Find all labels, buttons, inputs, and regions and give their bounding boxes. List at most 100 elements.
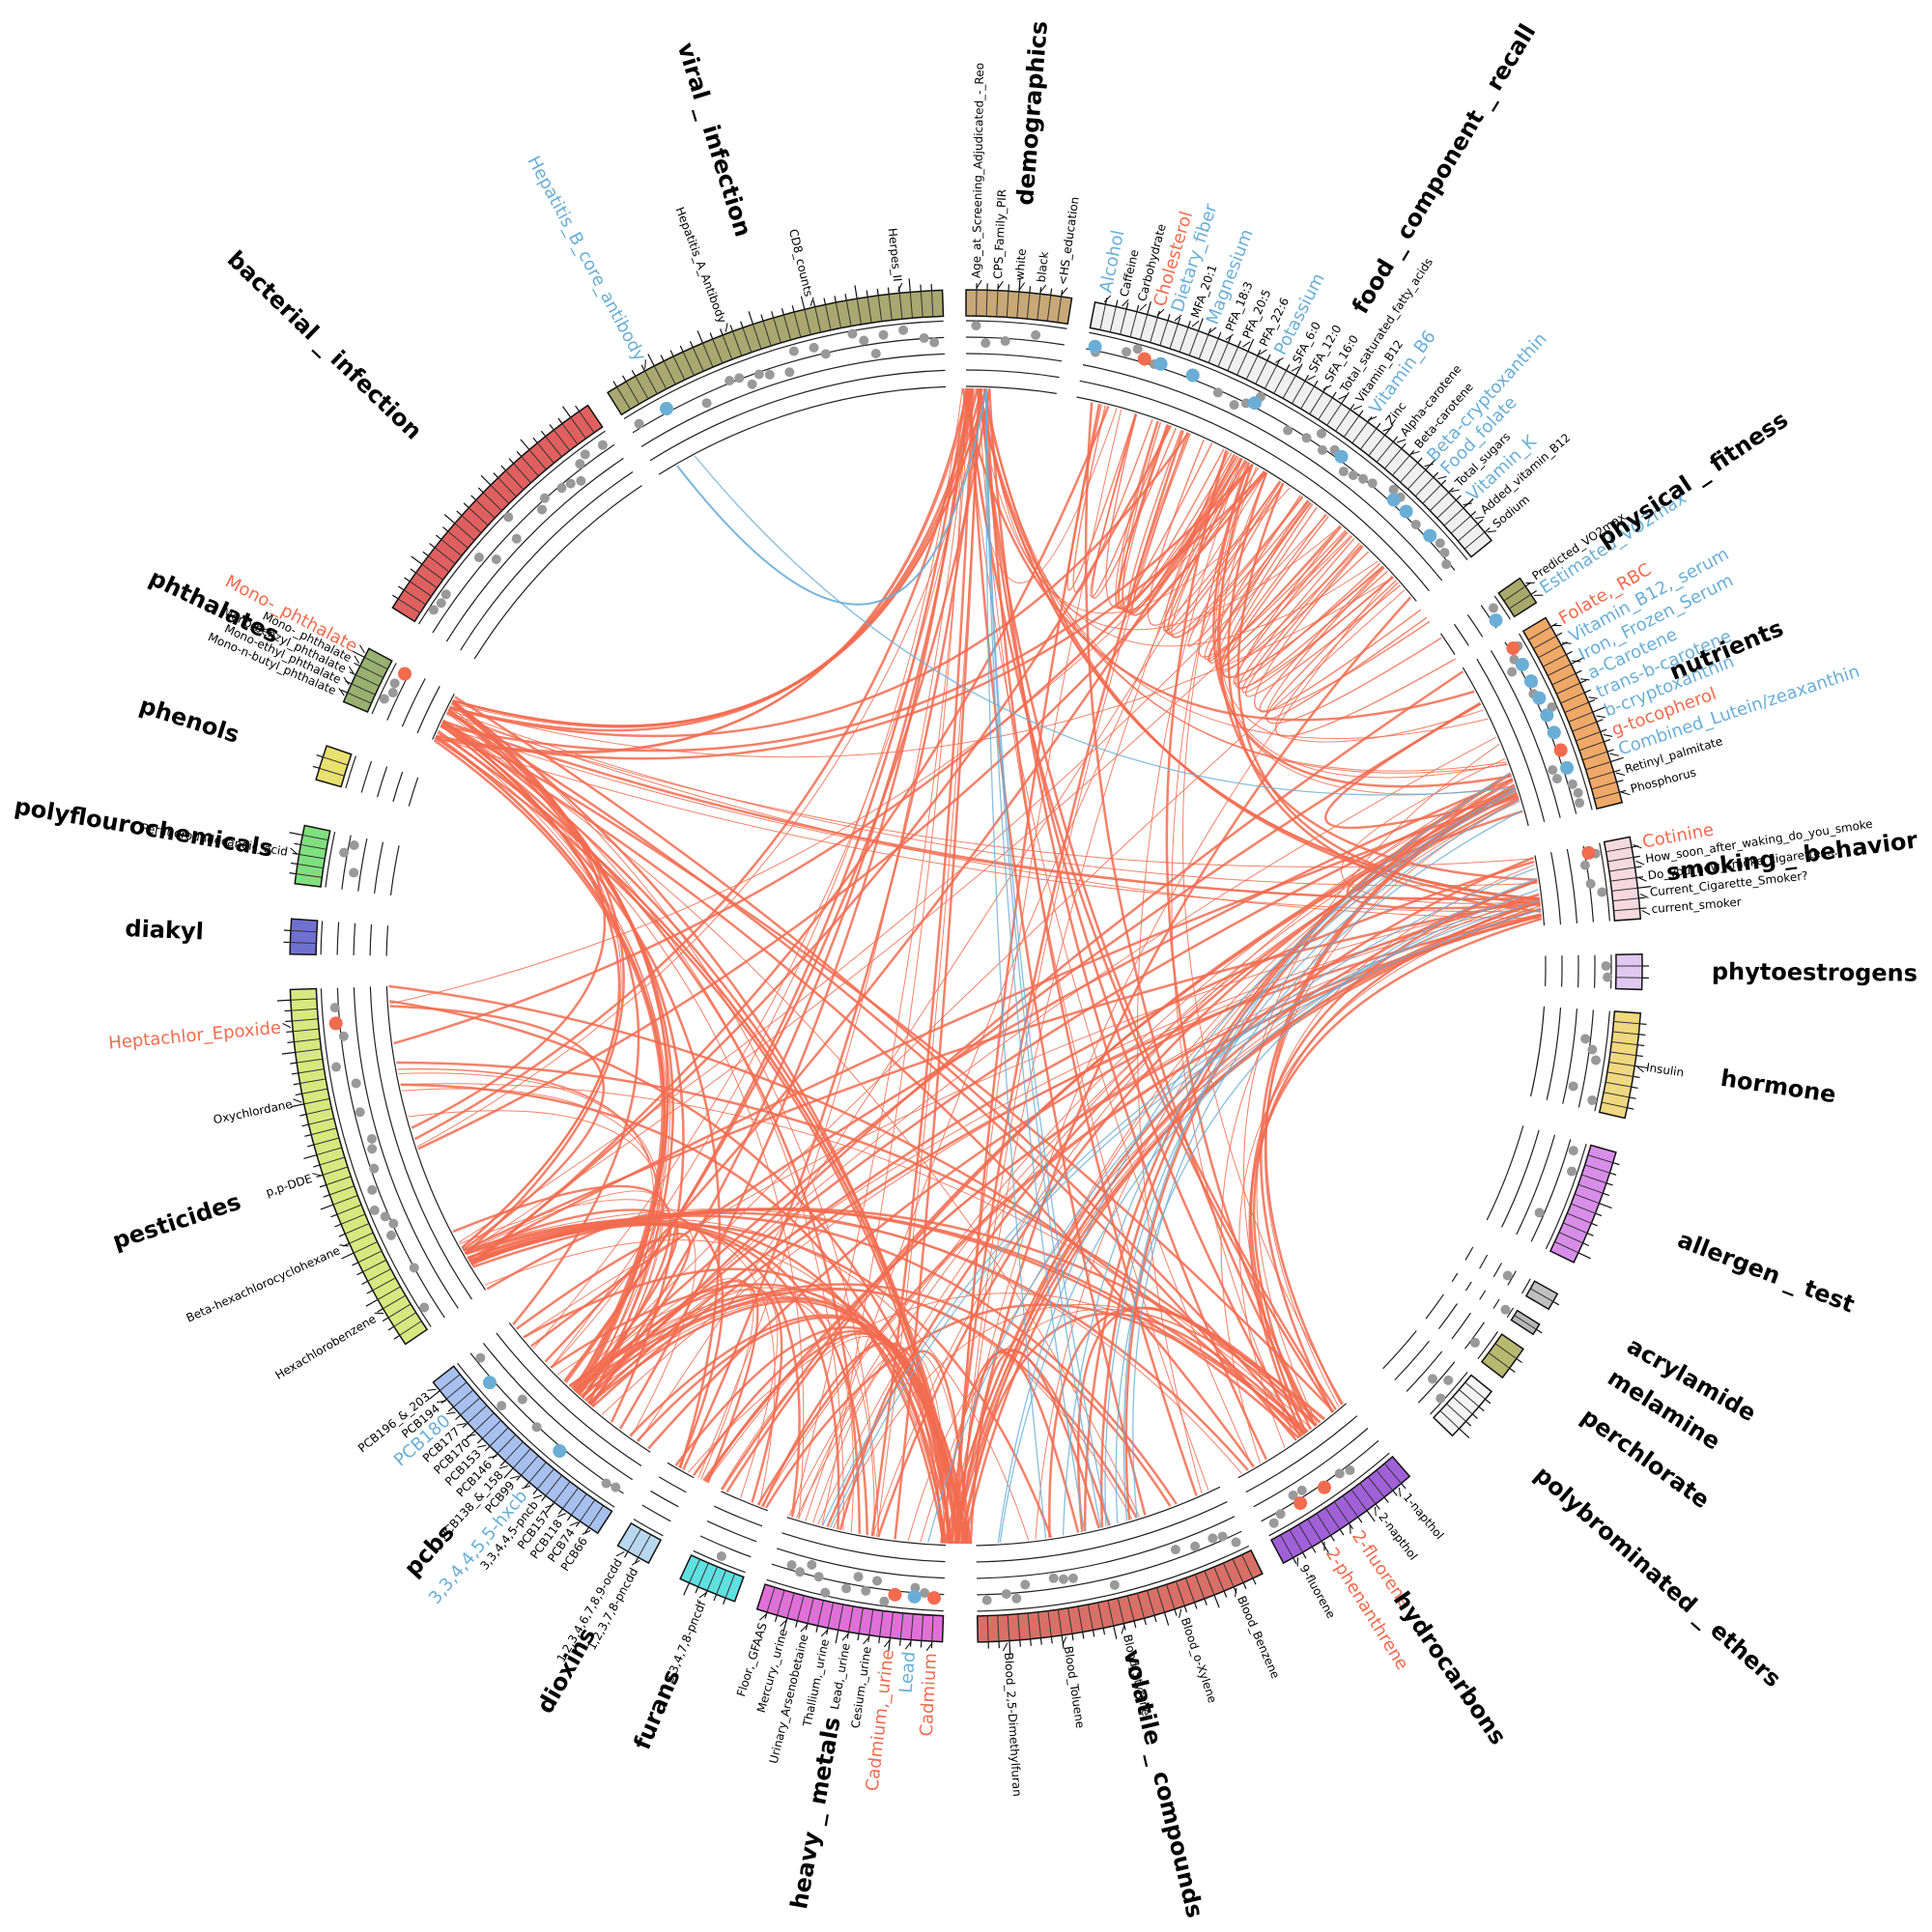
bar-tick [575, 405, 581, 412]
bar-stripe [824, 304, 832, 330]
dot [1316, 428, 1326, 439]
bar-tick [1153, 1615, 1157, 1623]
link [435, 736, 1542, 913]
bar-stripe [888, 294, 893, 321]
dot [565, 478, 576, 489]
bar-tick [1612, 1162, 1620, 1166]
bar-stripe [1503, 585, 1526, 602]
highlight-dot [926, 1591, 941, 1605]
bar-tick [622, 375, 627, 383]
dot [409, 1263, 419, 1273]
bar-stripe [697, 1562, 709, 1587]
label-connector [427, 1388, 437, 1391]
track-line [1089, 331, 1468, 560]
bar-stripe [387, 1303, 412, 1319]
link [451, 700, 669, 1394]
bar-stripe [299, 1078, 327, 1085]
bar-tick [1029, 286, 1032, 294]
bar-stripe [1067, 1607, 1073, 1634]
dot [355, 1107, 365, 1118]
bar-stripe [336, 1204, 362, 1215]
label-connector [615, 1550, 625, 1557]
track-line [1430, 1372, 1468, 1415]
bar-tick [354, 662, 360, 668]
bar-tick [1163, 1611, 1170, 1626]
bar-tick [1433, 471, 1439, 478]
dot [919, 332, 929, 343]
bar-tick [1104, 298, 1108, 305]
dot [1435, 538, 1445, 549]
label-connector [897, 282, 903, 292]
label-connector [467, 1434, 476, 1437]
dot [428, 605, 439, 615]
bar-tick [443, 514, 456, 525]
link [1244, 545, 1402, 697]
bar-stripe [326, 1176, 352, 1186]
bar-stripe [292, 1018, 319, 1022]
link [1252, 899, 1541, 1431]
link [1166, 461, 1285, 634]
bar-stripe [1099, 303, 1106, 330]
bar-stripe [1414, 476, 1435, 497]
bar-tick [1143, 1618, 1147, 1626]
bar-stripe [505, 469, 525, 491]
bar-stripe [985, 290, 988, 317]
bar-tick [557, 417, 563, 424]
bar-tick [1591, 1222, 1599, 1227]
dot [853, 1572, 864, 1582]
bar-stripe [1350, 1489, 1368, 1512]
label-connector [282, 1022, 292, 1029]
label-connector [569, 1521, 579, 1526]
bar-stripe [793, 311, 802, 338]
link [452, 388, 987, 727]
bar-stripe [1179, 327, 1189, 353]
bar-tick [887, 287, 890, 295]
bar-tick [1286, 364, 1291, 371]
bar-stripe [1564, 701, 1589, 714]
track-line [416, 686, 440, 734]
bar-tick [463, 502, 469, 509]
dot [1170, 1545, 1180, 1555]
bar-stripe [298, 853, 326, 860]
link [955, 596, 1412, 1545]
bar-stripe [1120, 308, 1127, 335]
track-line [1599, 842, 1610, 922]
bar-tick [1616, 780, 1624, 783]
dot [1488, 603, 1498, 613]
bar-stripe [1578, 741, 1605, 752]
label-connector [1635, 860, 1645, 866]
bar-tick [540, 430, 547, 438]
bar-tick [1061, 289, 1064, 298]
label-connector [1191, 320, 1200, 327]
bar-stripe [638, 1534, 652, 1558]
bar-tick [1375, 1503, 1380, 1510]
dot [1388, 484, 1399, 495]
dot [1428, 1374, 1438, 1384]
bar-tick [1639, 907, 1647, 910]
group-title: pesticides [109, 1188, 244, 1255]
dot [1548, 765, 1558, 776]
bar-tick [1560, 641, 1568, 646]
bar-stripe [1576, 731, 1601, 742]
bar-tick [319, 1184, 327, 1188]
bar-tick [1448, 487, 1455, 494]
bar-tick [290, 862, 298, 866]
dot [879, 1596, 890, 1606]
link [1235, 526, 1394, 689]
link [467, 1211, 1249, 1471]
dot [1500, 1304, 1511, 1315]
dot [539, 493, 550, 503]
label-connector [1397, 439, 1406, 443]
highlight-dot [1423, 528, 1437, 543]
dot [786, 1560, 797, 1571]
bar-tick [1311, 1547, 1317, 1553]
group-bar [1480, 1333, 1524, 1379]
link [953, 403, 1101, 1544]
link [1237, 537, 1388, 690]
bar-stripe [453, 1389, 474, 1407]
link [969, 387, 1118, 583]
dot [878, 329, 889, 340]
track-line [706, 1520, 757, 1543]
bar-stripe [1026, 293, 1031, 320]
bar-stripe [1318, 397, 1333, 420]
